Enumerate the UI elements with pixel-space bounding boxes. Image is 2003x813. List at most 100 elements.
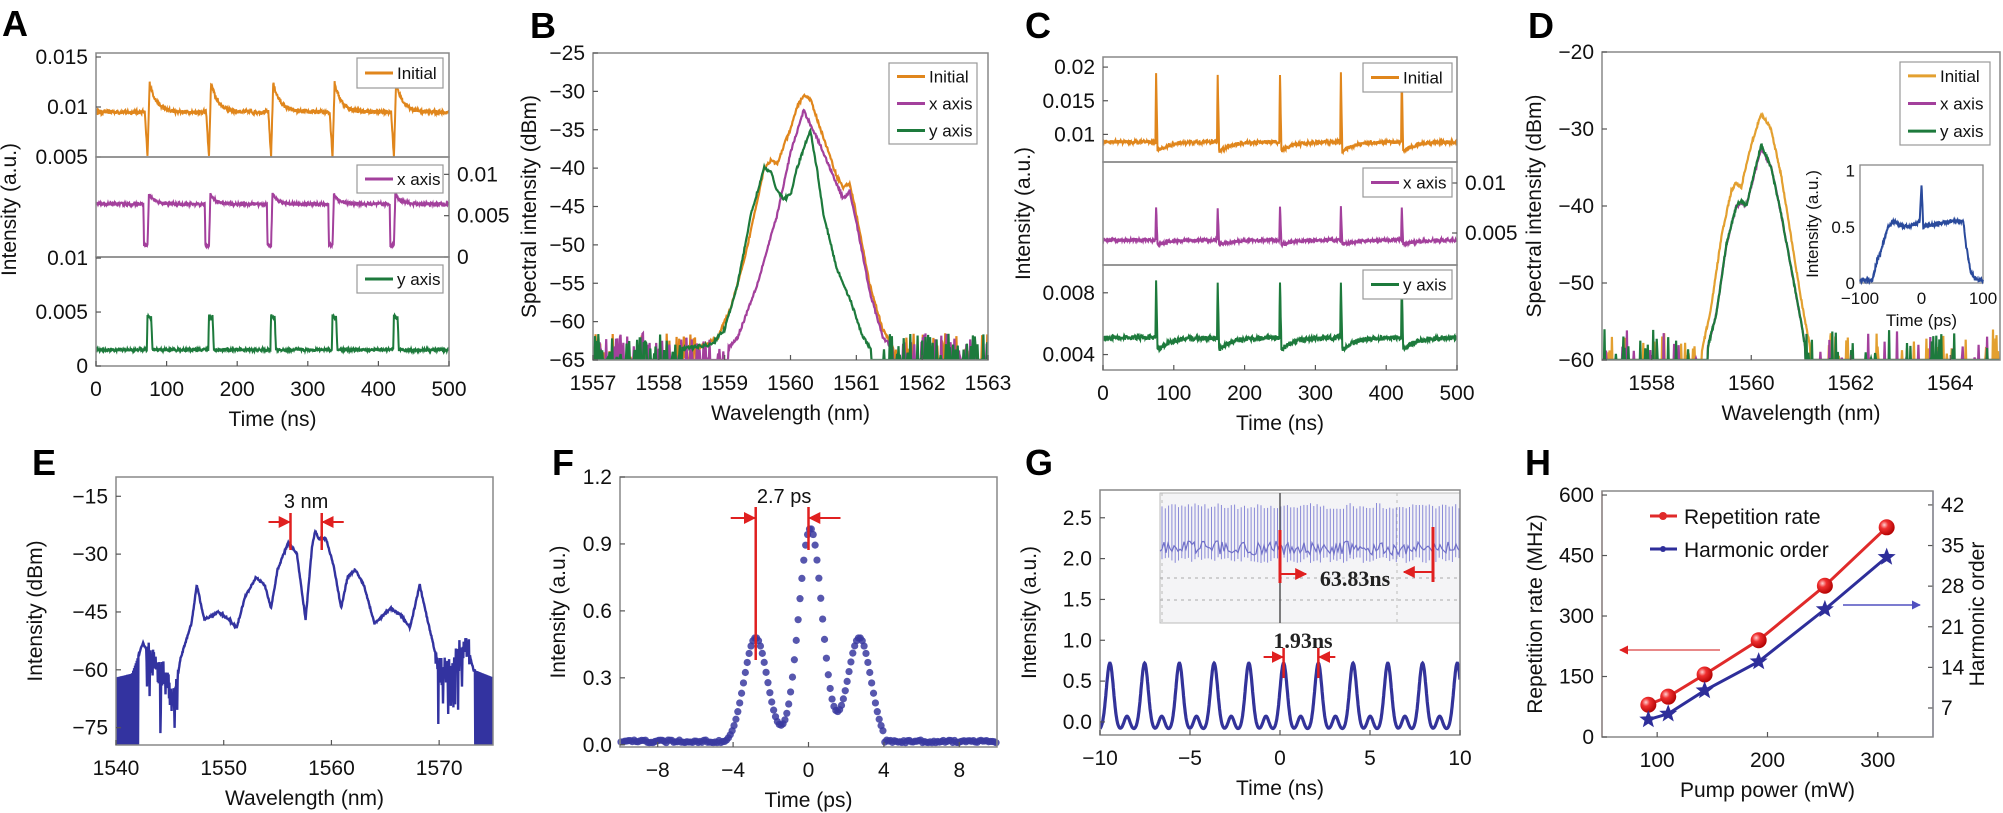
x-axis-label: Wavelength (nm) [225, 787, 384, 810]
x-tick-label: 300 [1860, 749, 1895, 772]
data-point [770, 706, 778, 714]
y-tick-label: 0.3 [583, 667, 612, 690]
x-tick-label: 400 [361, 378, 396, 401]
legend-label: x axis [929, 95, 972, 114]
y-tick-label: 42 [1941, 494, 1964, 517]
legend-entry: y axis [1908, 122, 1983, 141]
y-tick-label: −45 [549, 196, 585, 219]
y-tick-label: −60 [549, 311, 585, 334]
plot-frame [115, 476, 494, 746]
inset-y-tick-label: 0 [1846, 274, 1855, 293]
y-tick-label: 0.02 [1054, 56, 1095, 79]
y-tick-label: 0.008 [1042, 282, 1095, 305]
oscilloscope-inset: 63.83ns [1159, 492, 1461, 624]
x-tick-label: 1560 [767, 372, 814, 395]
legend-label: Harmonic order [1684, 539, 1829, 562]
series-line [1103, 279, 1457, 354]
y-tick-label: −50 [549, 234, 585, 257]
x-tick-label: 300 [290, 378, 325, 401]
data-point [822, 654, 831, 662]
panel-e: E Wavelength (nm) Intensity (dBm) 3 nm 1540 1… [24, 442, 494, 810]
y-tick-label: −65 [549, 349, 585, 372]
y-tick-label: 1.5 [1063, 588, 1092, 611]
y-tick-label: 28 [1941, 575, 1964, 598]
y-tick-label: −35 [549, 119, 585, 142]
legend: Initial [356, 57, 444, 89]
y-tick-label: 0.005 [35, 301, 88, 324]
y-axis-label: Spectral intensity (dBm) [518, 95, 541, 318]
y-tick-label: 0.0 [1063, 711, 1092, 734]
x-tick-label: 0 [1097, 382, 1109, 405]
legend: Initial [1362, 62, 1453, 93]
width-annotation: 2.7 ps [730, 486, 841, 660]
y-tick-label: 0.6 [583, 600, 612, 623]
data-point [741, 668, 749, 677]
y-tick-label: −75 [72, 717, 108, 740]
y-axis-label: Intensity (a.u.) [1018, 546, 1041, 679]
y-tick-label: 300 [1559, 605, 1594, 628]
spectrum-line [116, 528, 493, 745]
annotation-label: 3 nm [284, 491, 328, 513]
y-tick-label: −40 [549, 157, 585, 180]
x-tick-label: 500 [1439, 382, 1474, 405]
data-point [820, 635, 829, 643]
legend-label: x axis [1940, 95, 1983, 114]
data-point [864, 658, 872, 667]
legend-label: x axis [397, 170, 440, 189]
y-tick-label: 0.005 [1465, 222, 1518, 245]
x-tick-label: 1559 [701, 372, 748, 395]
data-point [813, 556, 821, 564]
y-tick-label: 150 [1559, 666, 1594, 689]
y-tick-label: −40 [1558, 195, 1594, 218]
x-axis-label: Time (ps) [765, 789, 853, 812]
x-axis-label: Time (ns) [229, 408, 317, 431]
y-tick-label: 2.0 [1063, 548, 1092, 571]
data-point [762, 668, 770, 676]
data-point [745, 649, 753, 658]
x-tick-label: 0 [803, 759, 815, 782]
data-point [796, 595, 804, 603]
legend-label: y axis [1940, 122, 1983, 141]
inset-y-tick-label: 1 [1846, 162, 1855, 181]
panel-letter: G [1025, 442, 1053, 483]
data-point [837, 701, 846, 709]
data-point [869, 689, 878, 697]
data-point [828, 695, 836, 703]
series-line [96, 81, 449, 157]
period-label: 63.83ns [1320, 566, 1391, 591]
panel-letter: B [530, 5, 556, 46]
x-tick-label: 1562 [899, 372, 946, 395]
data-point [794, 616, 802, 624]
x-tick-label: −5 [1178, 747, 1202, 770]
panel-letter: E [32, 442, 56, 483]
series-line [1602, 143, 2000, 360]
x-axis-label: Wavelength (nm) [1721, 402, 1880, 425]
star-marker [1659, 704, 1678, 722]
x-tick-label: 10 [1448, 747, 1471, 770]
subplot-y-axis: 0.008 0.004 y axis [1042, 264, 1458, 371]
subplot-frame [1102, 264, 1458, 371]
panel-letter: F [552, 442, 574, 483]
x-tick-label: 1560 [308, 757, 355, 780]
y-tick-label: 14 [1941, 656, 1965, 679]
y-tick-label: 0.0 [583, 734, 612, 757]
data-point [734, 708, 742, 716]
subplot-initial: 0.02 0.015 0.01 Initial [1042, 56, 1458, 163]
x-tick-label: −8 [646, 759, 670, 782]
data-point [781, 716, 789, 724]
data-point [760, 658, 768, 666]
legend-label: x axis [1403, 174, 1446, 193]
data-point [868, 679, 876, 687]
data-points [617, 525, 1000, 747]
series-line [1602, 111, 2000, 360]
subplot-initial: 0.015 0.01 0.005 Initial [35, 46, 450, 169]
x-axis-label: Wavelength (nm) [711, 402, 870, 425]
data-point [764, 679, 772, 687]
data-point [768, 698, 776, 706]
y-tick-label: 0.5 [1063, 670, 1092, 693]
subplot-x-axis: 0.01 0.005 0 x axis [95, 156, 510, 269]
y-tick-label: −60 [72, 659, 108, 682]
spacing-annotation: 1.93ns [1263, 628, 1336, 678]
data-point [800, 556, 808, 564]
